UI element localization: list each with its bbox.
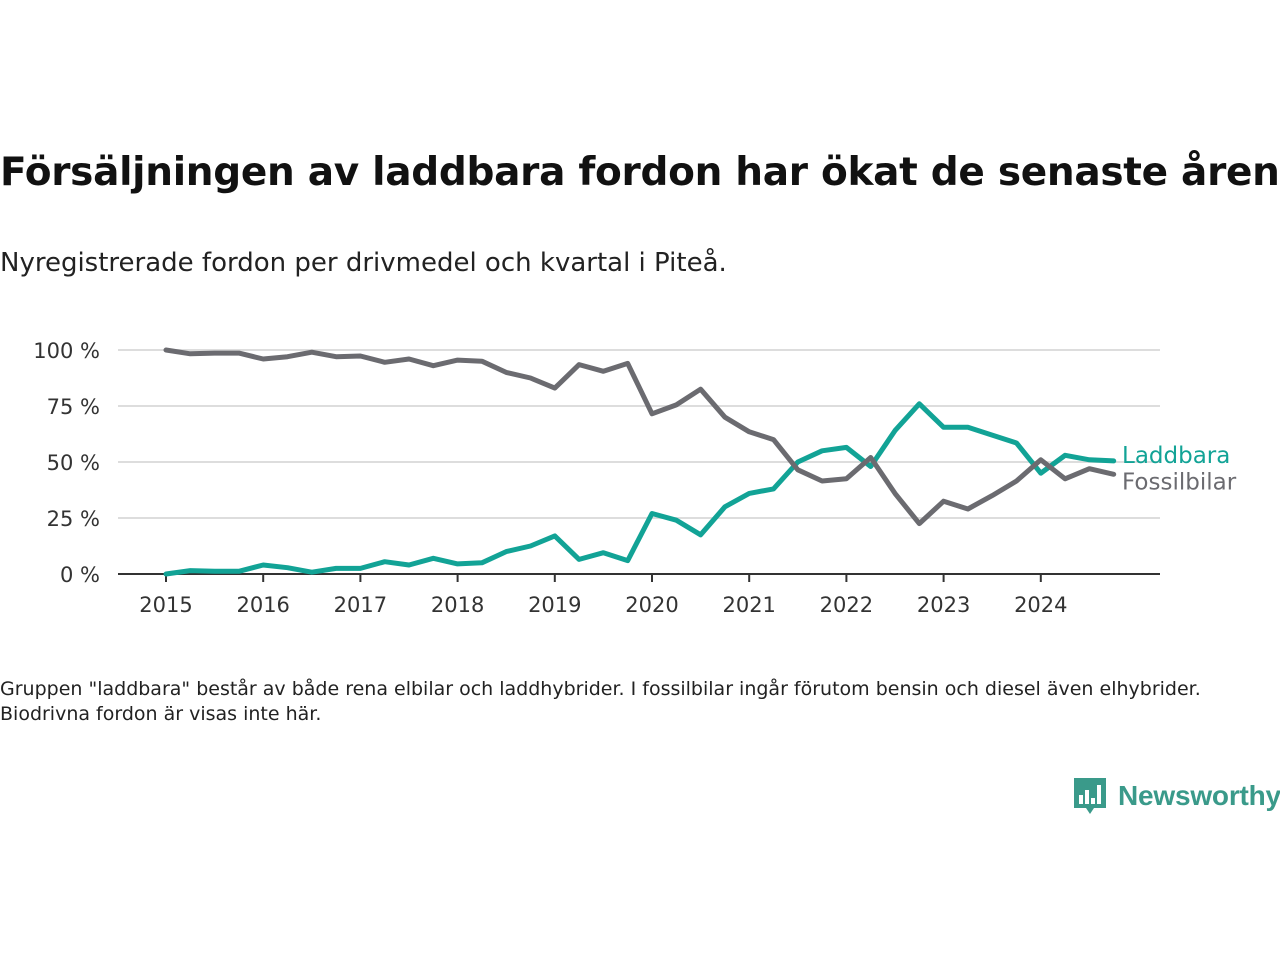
- x-tick-label: 2016: [236, 593, 289, 617]
- newsworthy-logo[interactable]: Newsworthy: [1072, 776, 1280, 816]
- x-tick-label: 2018: [431, 593, 484, 617]
- y-tick-label: 50 %: [47, 451, 100, 475]
- series-label-fossilbilar: Fossilbilar: [1122, 469, 1237, 495]
- x-tick-label: 2022: [820, 593, 873, 617]
- bar-chart-icon: [1074, 778, 1106, 814]
- x-axis-ticks: 2015 2016 2017 2018 2019 2020 2021 2022 2023 2024: [139, 574, 1068, 617]
- series-lines: [163, 347, 1117, 577]
- series-line-laddbara: [163, 401, 1117, 577]
- y-tick-label: 0 %: [60, 563, 100, 587]
- chart-subtitle: Nyregistrerade fordon per drivmedel och …: [0, 248, 727, 278]
- x-tick-label: 2020: [625, 593, 678, 617]
- x-tick-label: 2023: [917, 593, 970, 617]
- brand-name: Newsworthy: [1118, 780, 1280, 811]
- y-tick-label: 25 %: [47, 507, 100, 531]
- series-line-fossilbilar: [163, 347, 1117, 527]
- y-axis-ticks: 0 % 25 % 50 % 75 % 100 %: [33, 339, 100, 587]
- grid-lines: [118, 349, 1160, 575]
- line-chart: 0 %25 %50 %75 %100 % 2015 2016 2017 2018 201…: [33, 339, 1237, 617]
- chart-title: Försäljningen av laddbara fordon har öka…: [0, 150, 1280, 195]
- x-tick-label: 2019: [528, 593, 581, 617]
- x-tick-label: 2017: [334, 593, 387, 617]
- series-label-laddbara: Laddbara: [1122, 443, 1230, 469]
- x-tick-label: 2015: [139, 593, 192, 617]
- y-tick-label: 75 %: [47, 395, 100, 419]
- x-tick-label: 2021: [722, 593, 775, 617]
- x-tick-label: 2024: [1014, 593, 1067, 617]
- y-tick-label: 100 %: [33, 339, 100, 363]
- footnote: Gruppen "laddbara" består av både rena e…: [0, 678, 1201, 725]
